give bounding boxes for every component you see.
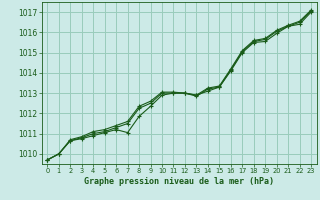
X-axis label: Graphe pression niveau de la mer (hPa): Graphe pression niveau de la mer (hPa)	[84, 177, 274, 186]
